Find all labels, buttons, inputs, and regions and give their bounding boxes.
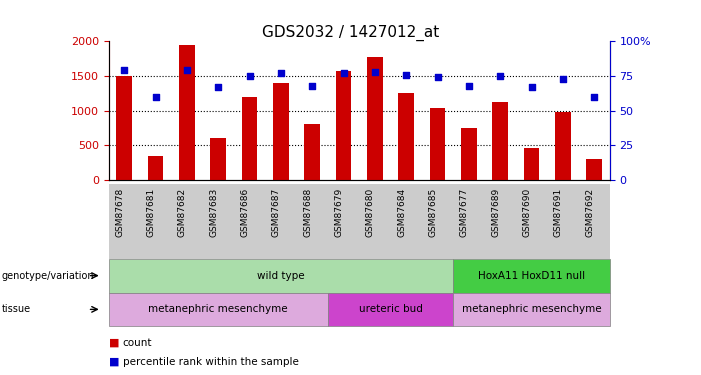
Bar	[492, 102, 508, 180]
Point	[275, 70, 287, 76]
Bar	[336, 71, 351, 180]
Bar	[210, 138, 226, 180]
Text: GSM87686: GSM87686	[240, 188, 250, 237]
Text: GSM87692: GSM87692	[585, 188, 594, 237]
Text: GSM87688: GSM87688	[304, 188, 312, 237]
Bar	[524, 148, 539, 180]
Bar	[148, 156, 163, 180]
Text: metanephric mesenchyme: metanephric mesenchyme	[149, 304, 288, 314]
Text: ■: ■	[109, 357, 119, 367]
Text: GSM87690: GSM87690	[522, 188, 531, 237]
Bar	[454, 259, 610, 292]
Text: HoxA11 HoxD11 null: HoxA11 HoxD11 null	[478, 271, 585, 280]
Text: GSM87680: GSM87680	[366, 188, 375, 237]
Point	[150, 94, 161, 100]
Text: wild type: wild type	[257, 271, 305, 280]
Text: GSM87682: GSM87682	[178, 188, 187, 237]
Point	[495, 73, 506, 79]
Point	[118, 68, 130, 74]
Bar	[461, 128, 477, 180]
Text: GDS2032 / 1427012_at: GDS2032 / 1427012_at	[262, 24, 439, 40]
Bar	[179, 45, 195, 180]
Text: GSM87679: GSM87679	[334, 188, 343, 237]
Bar	[242, 97, 257, 180]
Point	[526, 84, 537, 90]
Point	[557, 76, 569, 82]
Bar	[109, 292, 328, 326]
Bar	[454, 292, 610, 326]
Text: GSM87683: GSM87683	[210, 188, 218, 237]
Point	[432, 74, 443, 80]
Point	[369, 69, 381, 75]
Bar	[304, 124, 320, 180]
Point	[463, 82, 475, 88]
Text: GSM87685: GSM87685	[428, 188, 437, 237]
Text: tissue: tissue	[1, 304, 31, 314]
Text: ureteric bud: ureteric bud	[359, 304, 423, 314]
Bar	[398, 93, 414, 180]
Point	[589, 94, 600, 100]
Text: metanephric mesenchyme: metanephric mesenchyme	[462, 304, 601, 314]
Bar	[430, 108, 445, 180]
Text: count: count	[123, 338, 152, 348]
Point	[401, 72, 412, 78]
Bar	[116, 76, 132, 180]
Bar	[555, 112, 571, 180]
Bar	[273, 83, 289, 180]
Point	[338, 70, 349, 76]
Bar	[367, 57, 383, 180]
Text: GSM87681: GSM87681	[147, 188, 156, 237]
Text: GSM87684: GSM87684	[397, 188, 407, 237]
Text: percentile rank within the sample: percentile rank within the sample	[123, 357, 299, 367]
Point	[182, 68, 193, 74]
Text: GSM87691: GSM87691	[554, 188, 563, 237]
Text: GSM87678: GSM87678	[116, 188, 124, 237]
Point	[244, 73, 255, 79]
Bar	[109, 259, 454, 292]
Text: genotype/variation: genotype/variation	[1, 271, 94, 280]
Point	[212, 84, 224, 90]
Bar	[586, 159, 602, 180]
Bar	[328, 292, 454, 326]
Text: GSM87689: GSM87689	[491, 188, 501, 237]
Text: GSM87677: GSM87677	[460, 188, 469, 237]
Text: ■: ■	[109, 338, 119, 348]
Text: GSM87687: GSM87687	[272, 188, 281, 237]
Point	[306, 82, 318, 88]
